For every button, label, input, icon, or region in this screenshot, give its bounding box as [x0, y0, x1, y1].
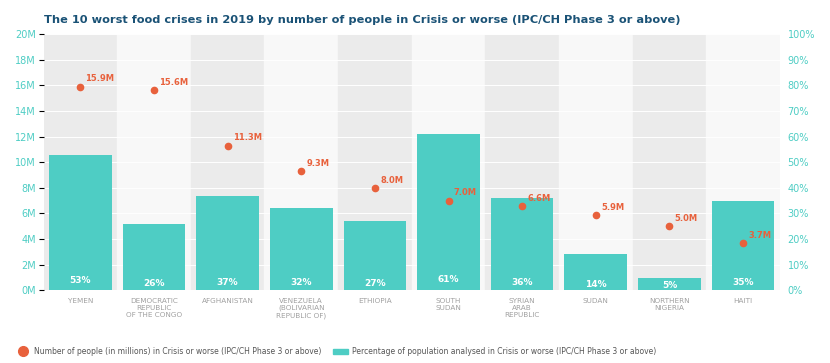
Text: 11.3M: 11.3M — [232, 133, 261, 142]
Bar — [417, 134, 480, 290]
Text: 36%: 36% — [511, 278, 533, 287]
Bar — [712, 201, 774, 290]
Bar — [632, 34, 706, 290]
Text: 6.6M: 6.6M — [527, 193, 550, 203]
Text: 32%: 32% — [290, 278, 312, 287]
Text: 5%: 5% — [662, 281, 677, 290]
Text: 61%: 61% — [437, 275, 459, 284]
Bar — [197, 196, 259, 290]
Text: 7.0M: 7.0M — [454, 188, 476, 197]
Text: 26%: 26% — [144, 279, 164, 287]
Bar — [564, 254, 627, 290]
Text: 3.7M: 3.7M — [748, 231, 771, 240]
Text: 8.0M: 8.0M — [380, 176, 403, 185]
Bar — [265, 34, 338, 290]
Bar — [486, 34, 559, 290]
Bar — [706, 34, 780, 290]
Bar — [412, 34, 486, 290]
Text: 5.0M: 5.0M — [675, 214, 698, 223]
Text: 14%: 14% — [585, 280, 607, 289]
Text: The 10 worst food crises in 2019 by number of people in Crisis or worse (IPC/CH : The 10 worst food crises in 2019 by numb… — [43, 15, 680, 25]
Bar — [638, 277, 701, 290]
Text: 5.9M: 5.9M — [601, 203, 624, 212]
Bar — [270, 208, 333, 290]
Bar — [338, 34, 412, 290]
Bar — [49, 155, 111, 290]
Text: 27%: 27% — [364, 278, 386, 287]
Bar — [344, 221, 406, 290]
Text: 9.3M: 9.3M — [306, 159, 330, 168]
Bar — [123, 224, 185, 290]
Bar — [43, 34, 117, 290]
Bar — [491, 198, 554, 290]
Text: 15.6M: 15.6M — [159, 78, 188, 87]
Text: 15.9M: 15.9M — [85, 74, 115, 83]
Bar — [559, 34, 632, 290]
Text: 53%: 53% — [70, 276, 91, 285]
Text: 35%: 35% — [732, 278, 754, 287]
Legend: Number of people (in millions) in Crisis or worse (IPC/CH Phase 3 or above), Per: Number of people (in millions) in Crisis… — [12, 344, 660, 359]
Bar — [191, 34, 265, 290]
Bar — [117, 34, 191, 290]
Text: 37%: 37% — [217, 278, 238, 286]
